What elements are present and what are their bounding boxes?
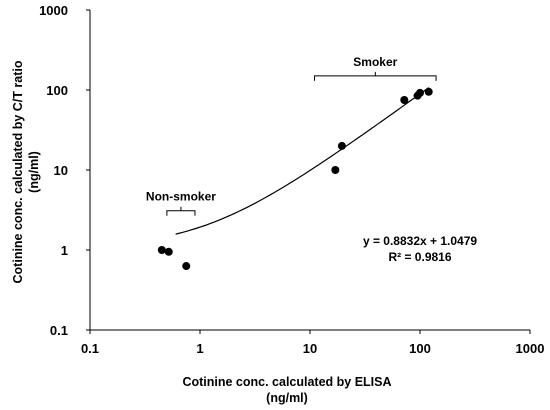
trend-equation: y = 0.8832x + 1.0479 bbox=[363, 234, 477, 248]
x-tick-label: 100 bbox=[409, 341, 431, 356]
annotation-label: Smoker bbox=[353, 55, 397, 69]
trendline-layer bbox=[175, 87, 430, 235]
annotation-bracket bbox=[314, 71, 437, 81]
y-tick-label: 0.1 bbox=[50, 323, 68, 338]
y-tick-label: 10 bbox=[54, 163, 68, 178]
data-point bbox=[337, 141, 346, 150]
x-axis-label-line1: Cotinine conc. calculated by ELISA bbox=[182, 375, 391, 389]
trend-r-squared: R² = 0.9816 bbox=[388, 250, 451, 264]
annotation-bracket bbox=[166, 206, 196, 216]
data-point bbox=[157, 246, 166, 254]
data-point bbox=[416, 88, 424, 97]
trendline bbox=[175, 87, 430, 235]
axes bbox=[86, 9, 531, 334]
data-point bbox=[164, 247, 173, 256]
x-axis-label-line2: (ng/ml) bbox=[266, 391, 308, 405]
y-axis-label-line2: (ng/ml) bbox=[27, 151, 41, 193]
annotation-label: Non-smoker bbox=[146, 190, 216, 204]
y-tick-label: 1000 bbox=[39, 3, 68, 18]
y-tick-label: 100 bbox=[46, 83, 68, 98]
y-tick-label: 1 bbox=[61, 243, 68, 258]
data-point bbox=[182, 262, 191, 271]
y-axis-label-line1: Cotinine conc. calculated by C/T ratio bbox=[11, 60, 25, 283]
data-point bbox=[331, 166, 340, 174]
x-tick-label: 1000 bbox=[516, 341, 545, 356]
tick-labels: 0.1 1 10 100 1000 0.1 1 10 100 1000 bbox=[39, 3, 544, 356]
data-point bbox=[424, 87, 433, 96]
data-point bbox=[400, 95, 409, 104]
x-tick-label: 1 bbox=[196, 341, 203, 356]
annotations: Non-smoker Smoker bbox=[146, 55, 437, 216]
data-points bbox=[157, 87, 433, 271]
x-tick-label: 10 bbox=[303, 341, 317, 356]
x-tick-label: 0.1 bbox=[81, 341, 99, 356]
